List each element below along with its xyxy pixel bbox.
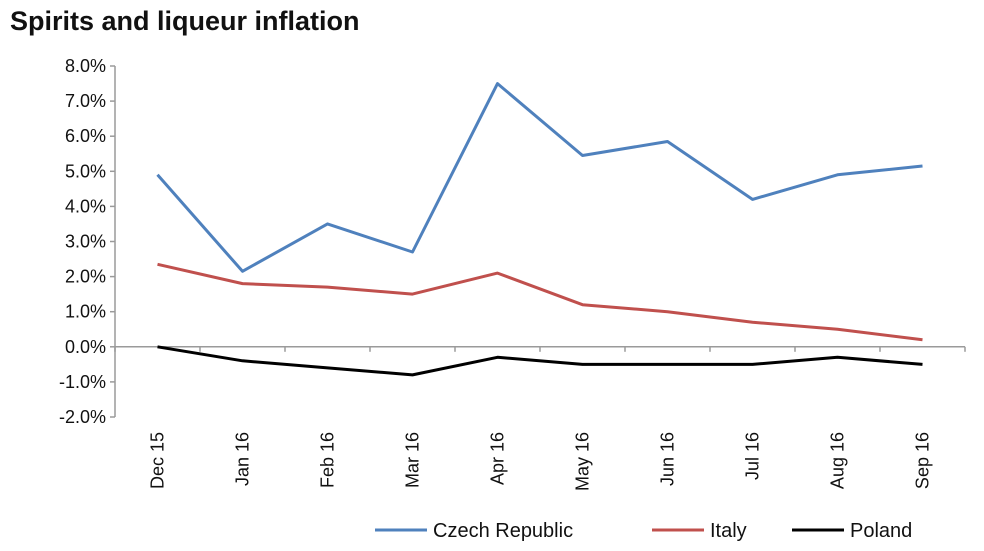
- legend-label-poland: Poland: [850, 520, 912, 542]
- x-tick-label: Sep 16: [913, 432, 933, 489]
- x-tick-label: May 16: [573, 432, 593, 491]
- legend-label-czech-republic: Czech Republic: [433, 520, 573, 542]
- y-tick-label: 8.0%: [65, 56, 106, 76]
- x-tick-label: Jul 16: [743, 432, 763, 480]
- y-tick-label: 7.0%: [65, 91, 106, 111]
- x-tick-label: Aug 16: [828, 432, 848, 489]
- x-tick-label: Jun 16: [658, 432, 678, 486]
- y-tick-label: 4.0%: [65, 196, 106, 216]
- x-tick-label: Apr 16: [488, 432, 508, 485]
- y-tick-label: -2.0%: [59, 407, 106, 427]
- series-line-poland: [157, 345, 923, 377]
- series-line-italy: [157, 262, 923, 342]
- y-tick-label: 0.0%: [65, 337, 106, 357]
- y-tick-label: 1.0%: [65, 302, 106, 322]
- series-line-czech-republic: [156, 82, 923, 273]
- y-tick-label: 2.0%: [65, 267, 106, 287]
- legend-label-italy: Italy: [710, 520, 747, 542]
- chart-title: Spirits and liqueur inflation: [10, 6, 360, 36]
- x-tick-label: Dec 15: [148, 432, 168, 489]
- x-tick-label: Feb 16: [318, 432, 338, 488]
- y-tick-label: 5.0%: [65, 161, 106, 181]
- y-tick-label: 3.0%: [65, 232, 106, 252]
- x-tick-label: Jan 16: [233, 432, 253, 486]
- y-tick-label: -1.0%: [59, 372, 106, 392]
- y-tick-label: 6.0%: [65, 126, 106, 146]
- x-tick-label: Mar 16: [403, 432, 423, 488]
